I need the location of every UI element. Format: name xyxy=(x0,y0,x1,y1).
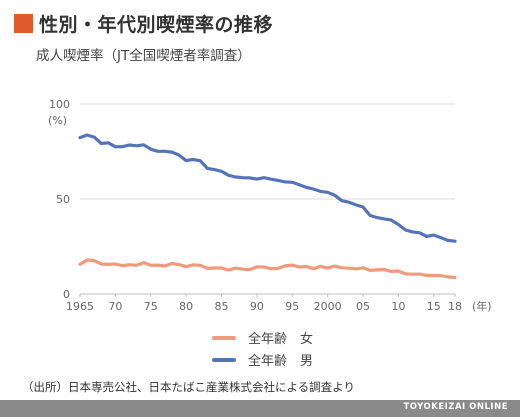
legend-swatch-male xyxy=(212,357,236,362)
x-axis-labels: 1965 70 75 80 85 90 95 2000 05 10 15 18 xyxy=(66,300,462,313)
footer-bar: TOYOKEIZAI ONLINE xyxy=(0,400,520,417)
x-axis-unit: (年) xyxy=(472,299,492,313)
chart-subtitle: 成人喫煙率（JT全国喫煙者率調査） xyxy=(36,48,251,64)
x-tick-label: 95 xyxy=(285,300,299,313)
grid-lines xyxy=(79,103,456,297)
y-tick-label: 50 xyxy=(56,193,70,206)
legend-item-male: 全年齢 男 xyxy=(212,350,412,369)
x-tick-label: 18 xyxy=(448,300,462,313)
source-note: （出所）日本専売公社、日本たばこ産業株式会社による調査より xyxy=(22,380,355,394)
x-tick-label: 15 xyxy=(427,300,441,313)
footer-brand: TOYOKEIZAI ONLINE xyxy=(403,402,508,412)
x-tick-label: 05 xyxy=(356,300,370,313)
legend-swatch-female xyxy=(212,335,236,340)
series-line-female xyxy=(78,258,457,280)
chart-title: 性別・年代別喫煙率の推移 xyxy=(39,14,274,36)
x-tick-label: 10 xyxy=(391,300,405,313)
legend-label-female: 全年齢 女 xyxy=(248,332,314,347)
y-axis-unit: (%) xyxy=(48,114,67,127)
legend-item-female: 全年齢 女 xyxy=(212,328,412,347)
legend-label-male: 全年齢 男 xyxy=(248,354,314,369)
x-tick-label: 75 xyxy=(144,300,158,313)
y-tick-label: 100 xyxy=(49,98,70,111)
title-marker xyxy=(14,14,33,33)
x-tick-label: 1965 xyxy=(66,300,94,313)
x-tick-label: 85 xyxy=(215,300,229,313)
y-tick-label: 0 xyxy=(63,288,70,301)
x-tick-label: 70 xyxy=(108,300,122,313)
y-axis-labels: 0 50 100 xyxy=(49,98,70,301)
series-lines xyxy=(78,133,457,280)
x-tick-label: 90 xyxy=(250,300,264,313)
x-tick-label: 80 xyxy=(179,300,193,313)
series-line-male xyxy=(78,133,457,243)
title-row: 性別・年代別喫煙率の推移 xyxy=(14,10,273,37)
x-tick-label: 2000 xyxy=(314,300,342,313)
